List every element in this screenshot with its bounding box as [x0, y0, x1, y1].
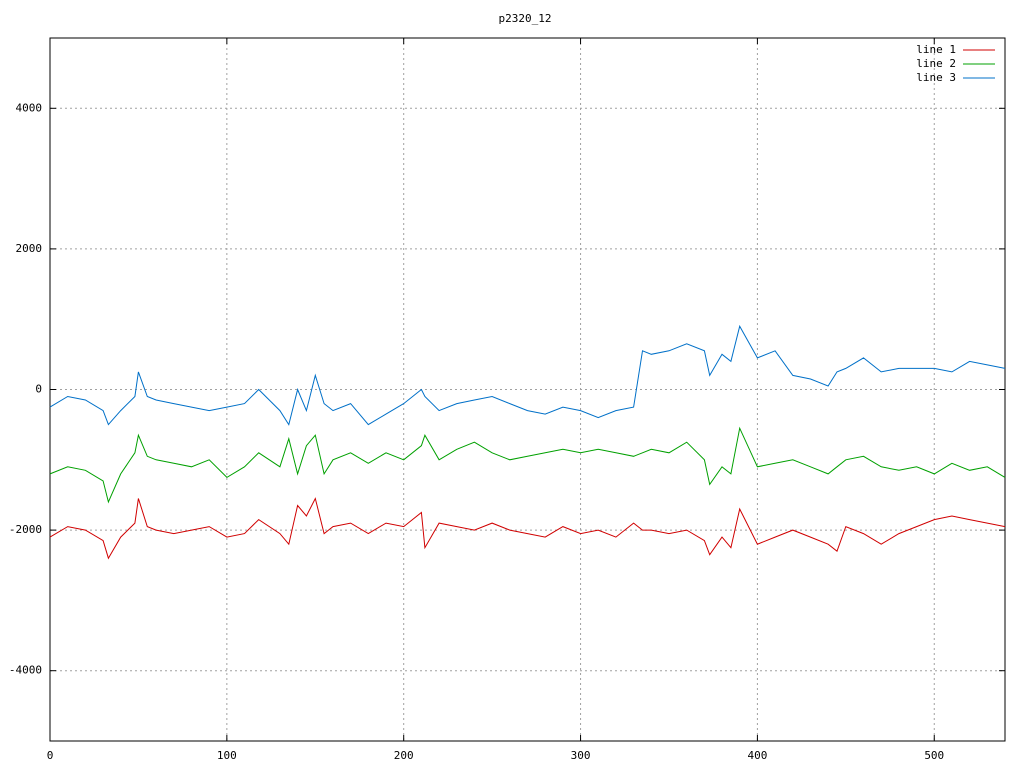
data-line: [49, 426, 1006, 504]
y-tick-label: 2000: [16, 242, 43, 255]
x-tick-label: 200: [394, 749, 414, 762]
x-tick-label: 500: [924, 749, 944, 762]
data-line: [49, 324, 1006, 426]
y-tick-label: -4000: [9, 664, 42, 677]
x-tick-label: 300: [571, 749, 591, 762]
y-tick-label: 4000: [16, 101, 43, 114]
plot-border: [49, 37, 1006, 742]
y-tick-label: 0: [35, 383, 42, 396]
legend-label: line 3: [916, 71, 956, 84]
x-tick-label: 100: [217, 749, 237, 762]
x-tick-label: 0: [47, 749, 54, 762]
x-tick-label: 400: [747, 749, 767, 762]
data-line: [49, 497, 1006, 560]
legend-label: line 1: [916, 43, 956, 56]
chart-title: p2320_12: [499, 12, 552, 25]
legend-label: line 2: [916, 57, 956, 70]
y-tick-label: -2000: [9, 523, 42, 536]
